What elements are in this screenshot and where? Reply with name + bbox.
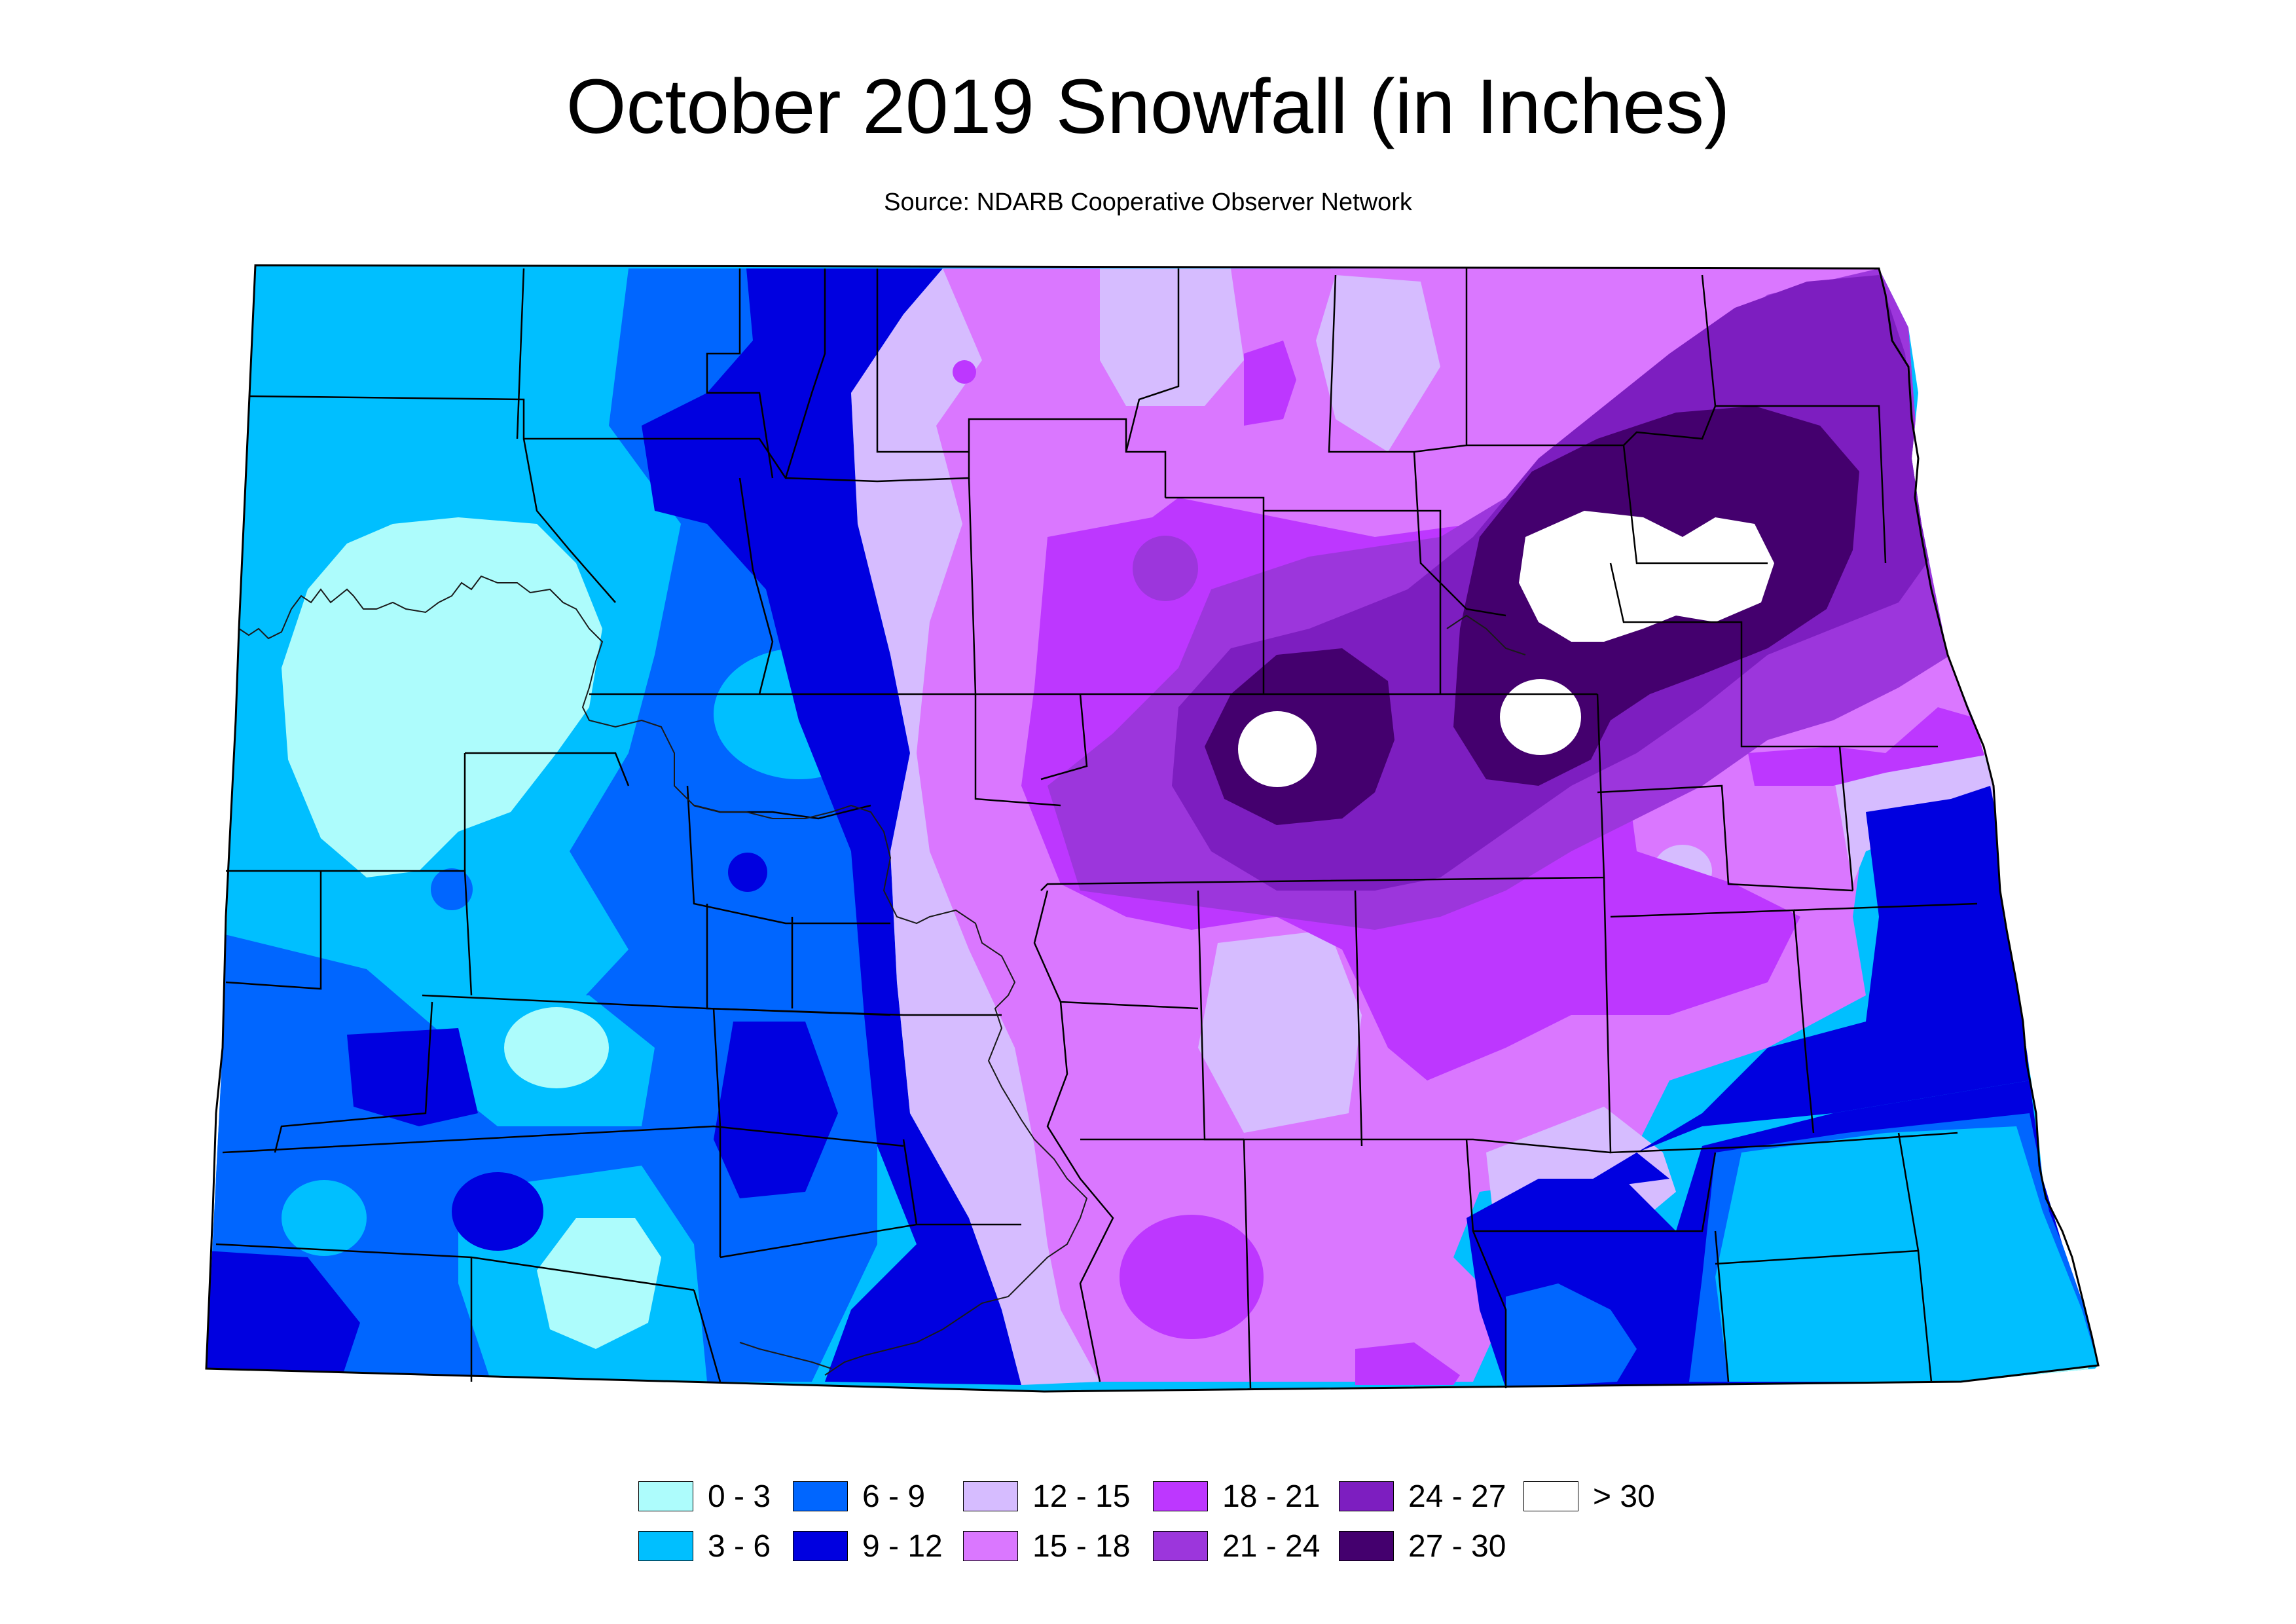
zone-0-3 <box>504 1007 609 1088</box>
snowfall-zones <box>206 265 2098 1392</box>
county-boundaries <box>215 268 1978 1389</box>
legend-label: 18 - 21 <box>1222 1479 1321 1514</box>
legend-label: 21 - 24 <box>1222 1529 1321 1564</box>
legend-swatch <box>793 1531 848 1561</box>
zone-9-12 <box>728 853 767 892</box>
legend-label: 3 - 6 <box>708 1529 771 1564</box>
legend-label: 12 - 15 <box>1032 1479 1131 1514</box>
legend-label: 0 - 3 <box>708 1479 771 1514</box>
map-source-note: Source: NDARB Cooperative Observer Netwo… <box>884 189 1412 216</box>
legend-swatch <box>1523 1481 1578 1511</box>
legend-label: 15 - 18 <box>1032 1529 1131 1564</box>
legend-swatch <box>793 1481 848 1511</box>
zone-0-3 <box>537 1218 661 1349</box>
legend-swatch <box>638 1531 693 1561</box>
legend-swatch <box>963 1481 1018 1511</box>
map-title: October 2019 Snowfall (in Inches) <box>566 64 1730 150</box>
river-lines <box>238 575 1526 1376</box>
legend-swatch <box>1339 1531 1394 1561</box>
map-legend: 0 - 3 3 - 6 6 - 9 9 - 12 12 - 15 15 - 18… <box>638 1479 1686 1590</box>
legend-label: 6 - 9 <box>862 1479 926 1514</box>
zone-9-12 <box>347 1028 478 1126</box>
legend-label: > 30 <box>1593 1479 1655 1514</box>
zone-18-21 <box>1355 1342 1460 1385</box>
legend-label: 24 - 27 <box>1408 1479 1506 1514</box>
legend-label: 27 - 30 <box>1408 1529 1506 1564</box>
zone-18-21 <box>1120 1215 1264 1339</box>
legend-swatch <box>963 1531 1018 1561</box>
zone-12-15 <box>1316 275 1440 452</box>
legend-swatch <box>638 1481 693 1511</box>
state-outline <box>205 264 2100 1393</box>
zone-9-12 <box>206 1251 360 1382</box>
zone-6-9 <box>1506 1283 1637 1388</box>
zone-over-30 <box>1519 511 1774 642</box>
legend-label: 9 - 12 <box>862 1529 943 1564</box>
zone-over-30 <box>1238 711 1317 787</box>
zone-12-15 <box>1198 930 1362 1133</box>
zone-18-21 <box>1748 707 1997 786</box>
zone-21-24 <box>1133 536 1198 601</box>
zone-18-21 <box>953 360 976 384</box>
zone-3-6 <box>282 1180 367 1256</box>
legend-swatch <box>1153 1531 1208 1561</box>
zone-over-30 <box>1500 679 1581 755</box>
legend-swatch <box>1153 1481 1208 1511</box>
zone-18-21 <box>1244 341 1296 426</box>
legend-swatch <box>1339 1481 1394 1511</box>
zone-9-12 <box>1571 786 2030 1192</box>
zone-9-12 <box>452 1172 543 1251</box>
zone-9-12 <box>642 268 1021 1385</box>
zone-12-15 <box>1100 268 1244 406</box>
zone-3-6 <box>1715 1126 2098 1382</box>
zone-6-9 <box>431 868 473 910</box>
zone-9-12 <box>714 1022 838 1198</box>
